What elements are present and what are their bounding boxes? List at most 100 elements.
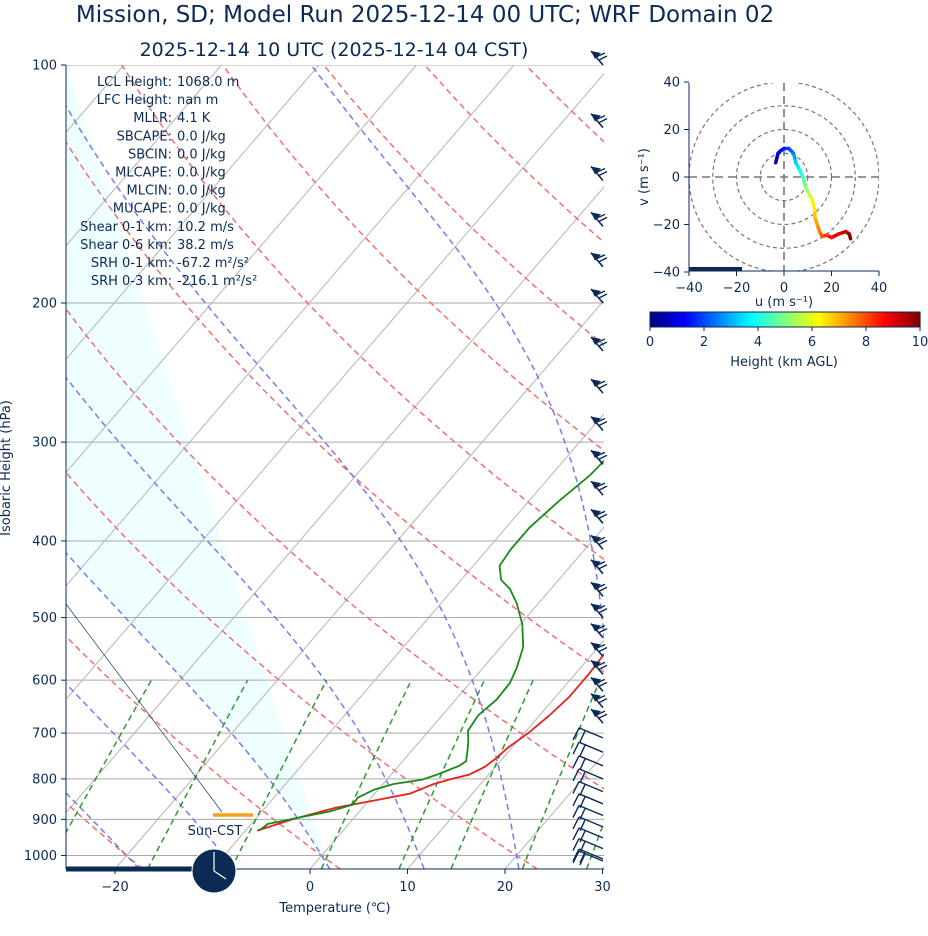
parameter-label: SBCIN:	[128, 147, 172, 162]
moist-adiabat	[310, 65, 604, 643]
y-tick-label: 400	[32, 534, 57, 549]
hodo-y-tick-label: 20	[663, 123, 680, 138]
y-axis-label: Isobaric Height (hPa)	[0, 400, 14, 536]
colorbar-segment	[752, 312, 756, 327]
colorbar-segment	[836, 312, 840, 327]
colorbar-tick-label: 2	[700, 335, 708, 350]
height-colorbar: 0 2 4 6 8 10	[646, 311, 928, 350]
x-tick-label: 0	[306, 880, 314, 895]
mixing-ratio-lines	[66, 679, 704, 869]
colorbar-segment	[659, 312, 663, 327]
colorbar-segment	[863, 312, 867, 327]
wind-barb-icon	[590, 676, 608, 692]
wind-barb-icon	[590, 449, 608, 465]
colorbar-segment	[680, 312, 684, 327]
hodo-x-tick-label: 40	[871, 281, 888, 296]
x-tick-label: 20	[497, 880, 514, 895]
colorbar-segment	[713, 312, 717, 327]
wind-barb-icon	[590, 534, 608, 550]
colorbar-segment	[851, 312, 855, 327]
parameter-label: MLCAPE:	[115, 166, 172, 181]
parameter-value: 1068.0 m	[177, 75, 239, 90]
colorbar-segment	[878, 312, 882, 327]
dry-adiabat	[222, 65, 604, 452]
colorbar-segment	[803, 312, 807, 327]
colorbar-segment	[656, 312, 660, 327]
colorbar-frame	[649, 311, 921, 328]
colorbar-segment	[698, 312, 702, 327]
colorbar-segment	[677, 312, 681, 327]
wind-barb-icon	[590, 336, 608, 352]
moist-adiabat	[66, 104, 520, 869]
mixing-ratio-line	[450, 679, 534, 869]
dry-adiabat	[66, 307, 604, 790]
colorbar-segment	[809, 312, 813, 327]
colorbar-segment	[908, 312, 912, 327]
moist-adiabat	[710, 65, 754, 869]
colorbar-segment	[782, 312, 786, 327]
colorbar-segment	[776, 312, 780, 327]
isotherm-line	[66, 72, 604, 700]
wind-barb-icon	[590, 113, 608, 129]
wind-barb-icon	[572, 827, 604, 843]
mixing-ratio-line	[66, 679, 153, 834]
hodo-x-label: u (m s⁻¹)	[755, 295, 813, 310]
parameter-value: -216.1 m²/s²	[177, 274, 257, 289]
dewpoint-line	[258, 459, 604, 832]
hodo-y-tick-label: 0	[672, 171, 680, 186]
colorbar-tick-label: 8	[862, 335, 870, 350]
parcel-line	[66, 603, 223, 813]
colorbar-segment	[806, 312, 810, 327]
colorbar-segment	[746, 312, 750, 327]
sun-clock-icon	[191, 848, 237, 894]
moist-adiabat	[66, 551, 331, 869]
colorbar-segment	[701, 312, 705, 327]
colorbar-label: Height (km AGL)	[730, 355, 838, 370]
colorbar-segment	[704, 312, 708, 327]
dry-adiabat	[121, 65, 604, 561]
colorbar-segment	[794, 312, 798, 327]
hodo-y-tick-label: 40	[663, 76, 680, 91]
colorbar-segment	[689, 312, 693, 327]
wind-barb-icon	[590, 480, 608, 496]
colorbar-segment	[779, 312, 783, 327]
colorbar-segment	[764, 312, 768, 327]
unstable-shading	[66, 65, 330, 869]
y-tick-label: 1000	[24, 849, 57, 864]
parameter-value: 0.0 J/kg	[177, 184, 226, 199]
colorbar-segment	[860, 312, 864, 327]
colorbar-segment	[755, 312, 759, 327]
colorbar-segment	[737, 312, 741, 327]
parameter-value: 0.0 J/kg	[177, 147, 226, 162]
hodograph-ring	[735, 128, 833, 226]
parameter-value: -67.2 m²/s²	[177, 256, 249, 271]
isotherm-line	[66, 65, 222, 247]
colorbar-segment	[914, 312, 918, 327]
mixing-ratio-line	[634, 680, 704, 869]
dry-adiabat	[66, 635, 341, 869]
colorbar-segment	[788, 312, 792, 327]
wind-barb-icon	[590, 165, 608, 182]
colorbar-segment	[899, 312, 903, 327]
colorbar-segment	[905, 312, 909, 327]
mixing-ratio-line	[320, 679, 413, 869]
wind-barb-icon	[590, 378, 608, 394]
colorbar-segment	[854, 312, 858, 327]
mixing-ratio-line	[230, 679, 328, 869]
wind-barb-icon	[590, 693, 608, 709]
colorbar-segment	[824, 312, 828, 327]
parameter-value: 38.2 m/s	[177, 238, 234, 253]
colorbar-segment	[893, 312, 897, 327]
colorbar-segment	[749, 312, 753, 327]
isotherm-line	[504, 753, 604, 869]
colorbar-segment	[758, 312, 762, 327]
wind-barb-icon	[590, 559, 608, 575]
colorbar-segment	[662, 312, 666, 327]
skew-t-diagram: 1002003004005006007008009001000−20−10010…	[0, 50, 754, 916]
hodograph-axes: −40−40 −20 −20 0 0 20 20 40 40	[653, 76, 888, 297]
hodo-x-tick-label: −40	[675, 281, 702, 296]
colorbar-segment	[830, 312, 834, 327]
isotherm-line	[309, 526, 604, 869]
y-tick-label: 700	[32, 727, 57, 742]
colorbar-segment	[797, 312, 801, 327]
